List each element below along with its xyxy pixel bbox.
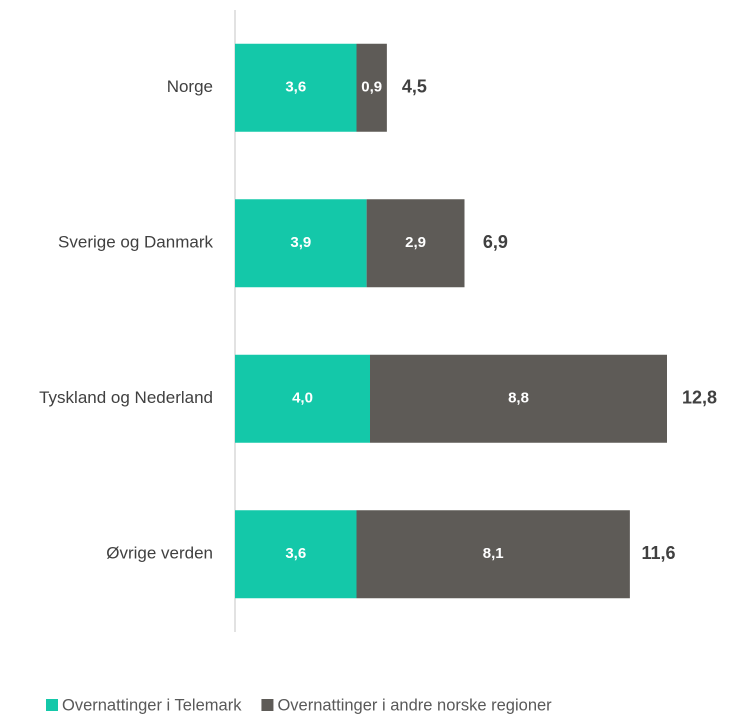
bar-segment — [370, 354, 667, 443]
legend-swatch — [261, 699, 274, 711]
bar-segment — [356, 510, 630, 599]
legend-label: Overnattinger i andre norske regioner — [277, 696, 552, 714]
total-label: 6,9 — [483, 232, 508, 252]
value-label: 3,6 — [285, 79, 306, 96]
legend-label: Overnattinger i Telemark — [62, 696, 242, 714]
bar-segment — [235, 199, 367, 288]
value-label: 4,0 — [292, 390, 313, 407]
value-label: 0,9 — [361, 79, 382, 96]
value-label: 3,6 — [285, 545, 306, 562]
category-label: Sverige og Danmark — [58, 233, 213, 252]
value-label: 8,1 — [483, 545, 504, 562]
bar-segment — [235, 510, 357, 599]
total-label: 4,5 — [402, 77, 427, 97]
bar-segment — [356, 43, 387, 132]
bar-segment — [235, 354, 370, 443]
bar-segment — [366, 199, 465, 288]
value-label: 3,9 — [290, 234, 311, 251]
value-label: 2,9 — [405, 234, 426, 251]
bar-segment — [235, 43, 357, 132]
total-label: 11,6 — [642, 543, 676, 563]
value-label: 8,8 — [508, 390, 529, 407]
total-label: 12,8 — [682, 388, 717, 408]
category-label: Tyskland og Nederland — [39, 388, 213, 407]
legend-swatch — [46, 699, 58, 711]
category-label: Øvrige verden — [106, 544, 213, 563]
category-label: Norge — [167, 77, 213, 96]
